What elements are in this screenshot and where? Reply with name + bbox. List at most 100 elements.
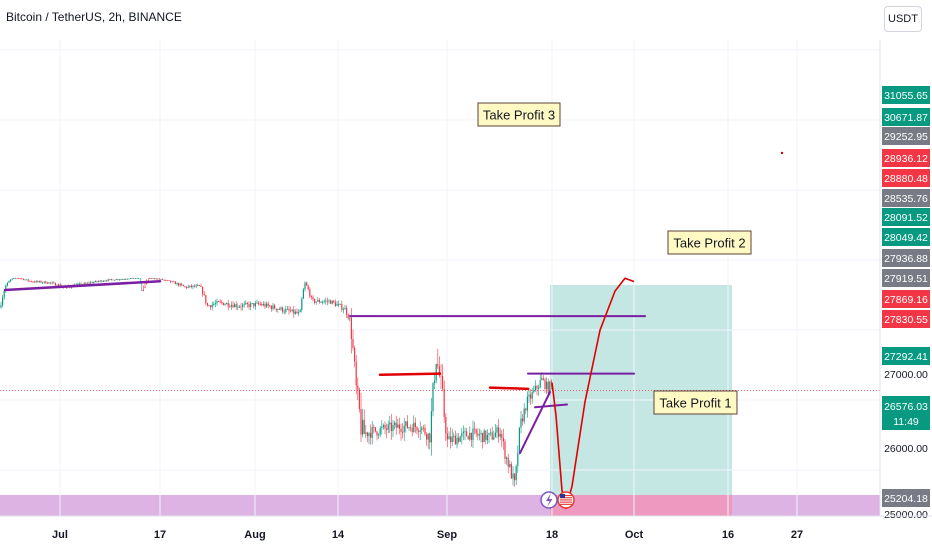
candle: [469, 426, 471, 442]
candle: [382, 423, 384, 430]
candle: [152, 277, 154, 279]
candle: [418, 428, 420, 439]
y-tick-label: 25000.00: [884, 509, 928, 521]
candle: [254, 300, 256, 310]
candle: [413, 415, 415, 433]
svg-text:29252.95: 29252.95: [884, 131, 928, 143]
candle: [350, 308, 352, 354]
take-profit-2-label[interactable]: Take Profit 2: [667, 230, 752, 255]
trendline-flag[interactable]: [534, 403, 568, 409]
candle: [16, 277, 18, 279]
candle: [278, 307, 280, 310]
candle: [154, 278, 156, 280]
candle: [485, 430, 487, 445]
candle: [29, 280, 31, 282]
candle: [125, 278, 127, 280]
candle: [443, 380, 445, 423]
candle: [250, 301, 252, 311]
resistance-mark[interactable]: [488, 386, 530, 391]
take-profit-1-label[interactable]: Take Profit 1: [653, 390, 738, 415]
price-label: 29252.95: [882, 127, 930, 145]
svg-text:26576.03: 26576.03: [884, 401, 928, 413]
candle: [501, 429, 503, 448]
candle: [51, 281, 53, 285]
candle: [259, 301, 261, 307]
candle: [374, 427, 376, 433]
us-flag-icon[interactable]: [557, 491, 575, 509]
candle: [430, 397, 432, 456]
candle: [392, 419, 394, 438]
candle: [165, 279, 167, 281]
candle: [525, 407, 527, 415]
candle: [424, 424, 426, 437]
candle: [298, 309, 300, 316]
profit-zone: [550, 285, 732, 495]
candle: [312, 295, 314, 302]
candle: [290, 306, 292, 313]
candle: [502, 428, 504, 451]
candle: [277, 308, 279, 313]
candle: [414, 417, 416, 433]
candle: [194, 284, 196, 288]
candle: [483, 428, 485, 443]
candle: [85, 281, 87, 284]
candle: [240, 303, 242, 311]
candle: [304, 281, 306, 292]
candle: [509, 460, 511, 468]
candle: [120, 278, 122, 281]
candle: [429, 432, 431, 450]
candle: [387, 420, 389, 434]
candle: [318, 297, 320, 304]
candle: [205, 294, 207, 305]
candle: [274, 303, 276, 310]
currency-button[interactable]: USDT: [884, 6, 922, 32]
candle: [355, 354, 357, 395]
candle: [334, 299, 336, 307]
trendline-support[interactable]: [3, 280, 162, 292]
time-axis[interactable]: [0, 516, 880, 550]
candle: [53, 281, 55, 284]
candle: [550, 379, 552, 390]
candle: [459, 435, 461, 442]
candle: [506, 456, 508, 465]
candle: [126, 278, 128, 280]
candle: [371, 420, 373, 445]
stop-zone: [550, 494, 732, 516]
take-profit-3-label[interactable]: Take Profit 3: [477, 102, 561, 127]
candle: [266, 301, 268, 308]
y-tick-label: 27000.00: [884, 369, 928, 381]
svg-text:27830.55: 27830.55: [884, 314, 928, 326]
candle: [466, 427, 468, 437]
trendline-rising[interactable]: [519, 391, 551, 455]
x-tick-label: Aug: [244, 529, 265, 541]
candle: [91, 281, 93, 284]
candle: [301, 297, 303, 313]
candle: [195, 283, 197, 289]
lightning-icon[interactable]: [540, 491, 558, 509]
candle: [32, 280, 34, 283]
candle: [45, 280, 47, 284]
candle: [461, 427, 463, 445]
candle: [214, 299, 216, 308]
candle: [462, 425, 464, 441]
candle: [142, 285, 144, 292]
candle: [288, 305, 290, 315]
candle: [307, 284, 309, 291]
candle: [522, 414, 524, 426]
candle: [294, 309, 296, 315]
resistance-mark[interactable]: [378, 372, 442, 377]
candle: [534, 380, 536, 392]
candle: [176, 282, 178, 286]
candle: [320, 301, 322, 303]
candle: [128, 278, 130, 280]
candle: [360, 392, 362, 443]
candle: [395, 415, 397, 435]
current-price-label: 26576.03 11:49: [882, 396, 930, 430]
price-label: 27830.55: [882, 310, 930, 328]
candle: [478, 428, 480, 441]
candle: [13, 277, 15, 280]
candle: [261, 302, 263, 307]
candle: [78, 282, 80, 285]
candle: [229, 303, 231, 308]
